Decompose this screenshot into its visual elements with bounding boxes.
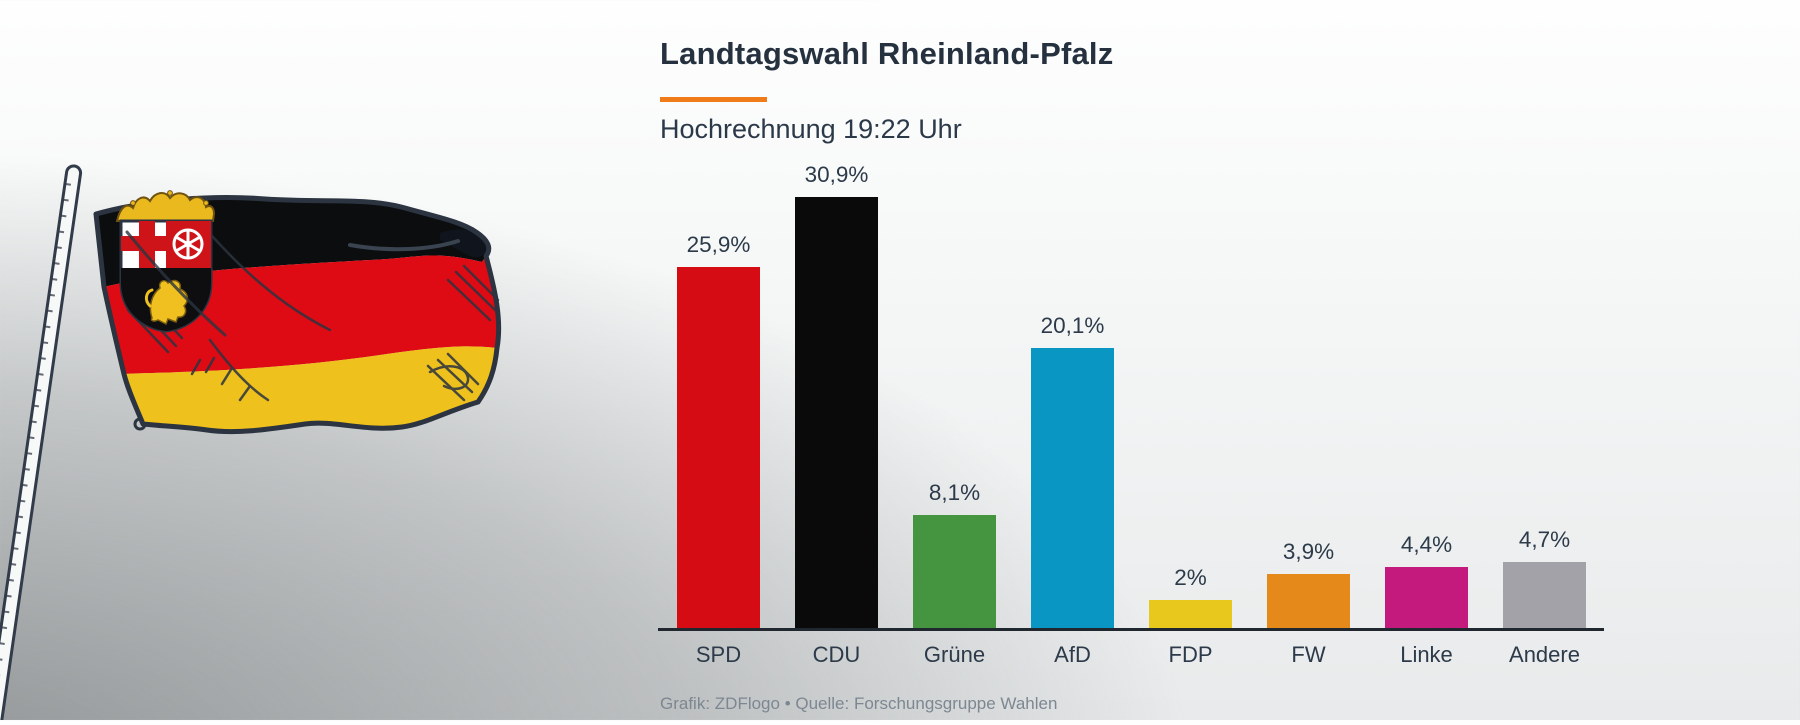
bar-value-label: 4,4% [1400, 531, 1453, 557]
flag-pole [0, 164, 83, 725]
x-axis-labels: SPD CDU Grüne AfD FDP FW Linke Andere [677, 631, 1586, 668]
bar-group-CDU: 30,9% [795, 162, 878, 628]
bar-value-label: 2% [1174, 565, 1207, 591]
bar-Grüne [913, 515, 996, 628]
x-axis-label-Linke: Linke [1400, 642, 1453, 667]
bar-value-label: 4,7% [1518, 527, 1571, 553]
page-title: Landtagswahl Rheinland-Pfalz [660, 36, 1114, 71]
bar-CDU [795, 196, 878, 628]
x-axis-line [658, 628, 1604, 631]
x-axis-label-Grüne: Grüne [923, 642, 986, 667]
title-accent-rule [660, 97, 767, 102]
bar-Andere [1503, 562, 1586, 628]
bar-chart: 25,9% 30,9% 8,1% 20,1% 2% 3,9% 4,4% 4,7% SPD CDU… [658, 150, 1604, 667]
bar-group-Andere: 4,7% [1503, 527, 1586, 628]
bar-group-FW: 3,9% [1267, 539, 1350, 628]
bar-value-label: 25,9% [686, 231, 751, 257]
x-axis-label-FW: FW [1291, 642, 1326, 667]
bar-value-label: 8,1% [928, 480, 981, 506]
bar-group-SPD: 25,9% [677, 232, 760, 628]
x-axis-label-AfD: AfD [1054, 642, 1091, 667]
x-axis-label-CDU: CDU [812, 642, 861, 667]
bar-Linke [1385, 566, 1468, 628]
bar-SPD [677, 266, 760, 628]
chart-subtitle: Hochrechnung 19:22 Uhr [660, 114, 962, 144]
bar-AfD [1031, 347, 1114, 628]
bar-groups: 25,9% 30,9% 8,1% 20,1% 2% 3,9% 4,4% 4,7% [677, 162, 1586, 628]
bar-group-AfD: 20,1% [1031, 313, 1114, 628]
bar-group-Linke: 4,4% [1385, 532, 1468, 628]
flag-illustration [0, 0, 560, 725]
bar-group-FDP: 2% [1149, 565, 1232, 628]
rheinland-pfalz-flag-icon [0, 164, 502, 725]
crown-icon [115, 192, 216, 222]
x-axis-label-Andere: Andere [1509, 642, 1580, 667]
bar-value-label: 30,9% [804, 161, 869, 187]
bar-value-label: 3,9% [1282, 538, 1335, 564]
bar-group-Grüne: 8,1% [913, 480, 996, 628]
bar-value-label: 20,1% [1040, 312, 1105, 338]
x-axis-label-FDP: FDP [1168, 642, 1213, 667]
coat-of-arms [115, 190, 227, 337]
chart-header: Landtagswahl Rheinland-Pfalz Hochrechnun… [660, 36, 1113, 145]
source-credit: Grafik: ZDFlogo • Quelle: Forschungsgrup… [660, 694, 1058, 713]
bar-FDP [1149, 600, 1232, 628]
hatch-strokes [126, 226, 500, 402]
bar-FW [1267, 573, 1350, 628]
x-axis-label-SPD: SPD [695, 642, 742, 667]
